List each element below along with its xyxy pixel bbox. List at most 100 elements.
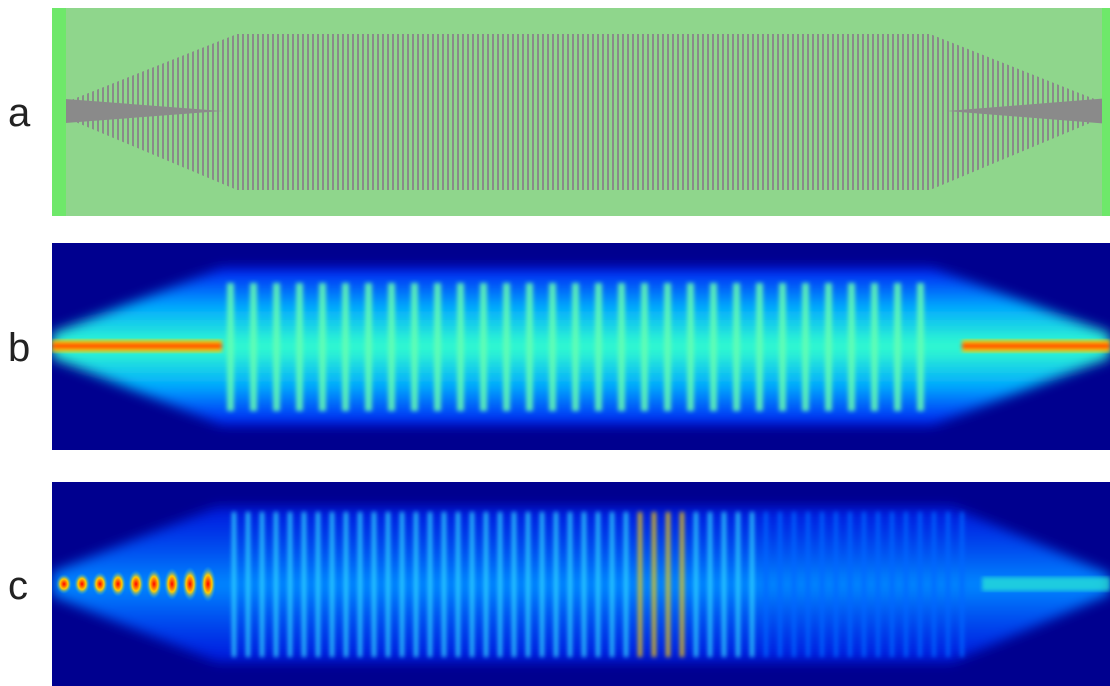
field-stripe [540,512,544,657]
field-stripe [484,512,488,657]
field-stripe [595,283,602,411]
output-taper [947,98,1110,124]
field-stripe [834,512,838,657]
field-stripe [904,512,908,657]
field-stripe [498,512,502,657]
field-stripe [876,512,880,657]
field-stripe [358,512,362,657]
field-stripe [596,512,600,657]
field-stripe [470,512,474,657]
input-core-field [52,340,222,352]
field-stripe [792,512,796,657]
field-stripe [664,283,671,411]
field-stripe [456,512,460,657]
input-field-spot [92,572,108,596]
field-stripe [386,512,390,657]
field-stripe [708,512,712,657]
field-stripe [526,512,530,657]
input-field-spot [110,571,126,597]
field-stripe [779,283,786,411]
field-stripe [710,283,717,411]
panel-c-field-map [52,482,1110,686]
field-stripe [582,512,586,657]
input-field-spot [74,573,90,595]
field-stripe [871,283,878,411]
field-stripe [917,283,924,411]
field-stripe [802,283,809,411]
input-field-spot [200,566,216,602]
panel-b-label: b [8,326,31,370]
field-stripe [652,512,656,657]
field-stripe [365,283,372,411]
field-stripe [862,512,866,657]
field-stripe [512,512,516,657]
field-stripe [641,283,648,411]
mode-envelope [52,268,1110,425]
field-map-b-svg [52,243,1110,450]
field-stripe [388,283,395,411]
field-stripe [687,283,694,411]
stripe-group [232,512,964,657]
panel-b-field-map [52,243,1110,450]
field-stripe [434,283,441,411]
field-stripe [733,283,740,411]
field-stripe [503,283,510,411]
field-stripe [411,283,418,411]
field-stripe [273,283,280,411]
field-stripe [680,512,684,657]
field-stripe [319,283,326,411]
input-field-spot [56,574,72,594]
field-stripe [260,512,264,657]
input-field-spot [182,567,198,601]
field-stripe [568,512,572,657]
field-stripe [232,512,236,657]
input-taper [52,98,222,124]
field-stripe [372,512,376,657]
field-stripe [848,512,852,657]
field-stripe [756,283,763,411]
field-stripe [428,512,432,657]
field-stripe [330,512,334,657]
panel-a-device-layout [52,8,1110,216]
field-stripe [302,512,306,657]
field-stripe [526,283,533,411]
field-stripe [666,512,670,657]
field-stripe [480,283,487,411]
input-field-spot [164,568,180,600]
field-stripe [618,283,625,411]
input-field-spot [146,569,162,599]
field-stripe [344,512,348,657]
left-edge-strip [52,8,66,216]
field-stripe [227,283,234,411]
field-stripe [288,512,292,657]
output-weak-field [982,577,1110,591]
stripe-group [227,283,924,411]
output-core-field [962,340,1110,352]
right-edge-strip [1102,8,1110,216]
field-stripe [274,512,278,657]
field-stripe [825,283,832,411]
field-stripe [918,512,922,657]
field-stripe [414,512,418,657]
field-stripe [610,512,614,657]
field-stripe [806,512,810,657]
field-stripe [296,283,303,411]
grating-region [66,34,1102,190]
device-layout-svg [52,8,1110,216]
field-stripe [946,512,950,657]
field-stripe [820,512,824,657]
field-stripe [342,283,349,411]
field-stripe [549,283,556,411]
field-stripe [890,512,894,657]
field-stripe [848,283,855,411]
field-stripe [764,512,768,657]
field-stripe [722,512,726,657]
input-field-spot [128,570,144,598]
field-stripe [932,512,936,657]
field-stripe [638,512,642,657]
field-stripe [572,283,579,411]
field-stripe [246,512,250,657]
field-stripe [750,512,754,657]
field-map-c-svg [52,482,1110,686]
field-stripe [624,512,628,657]
